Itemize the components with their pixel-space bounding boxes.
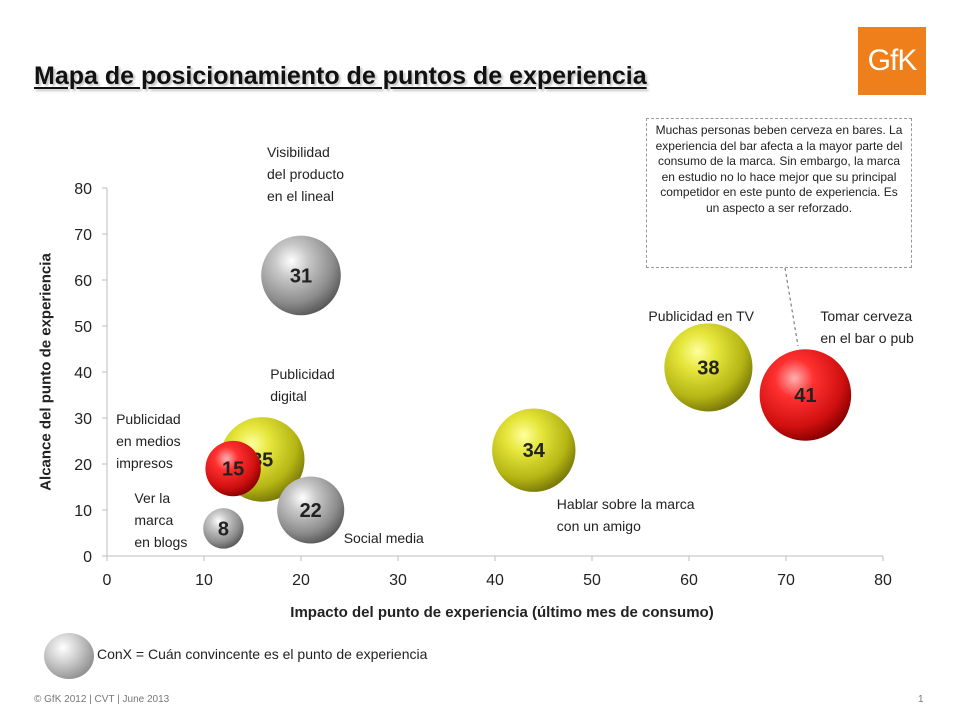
- x-tick-label: 70: [777, 572, 795, 589]
- bubble: [203, 508, 244, 549]
- bubble: [205, 440, 261, 497]
- y-tick-label: 10: [74, 503, 92, 520]
- y-tick-label: 30: [74, 411, 92, 428]
- y-tick-label: 20: [74, 457, 92, 474]
- y-tick-label: 70: [74, 227, 92, 244]
- bubble: [759, 349, 852, 441]
- x-tick-label: 60: [680, 572, 698, 589]
- callout-pointer: [784, 267, 799, 347]
- bubble: [261, 235, 341, 316]
- bubble-value-label: 38: [697, 357, 719, 379]
- callout-note: Muchas personas beben cerveza en bares. …: [646, 118, 912, 268]
- x-axis-label: Impacto del punto de experiencia (último…: [290, 604, 714, 621]
- point-label: Visibilidad del producto en el lineal: [267, 144, 345, 205]
- y-tick-label: 60: [74, 273, 92, 290]
- point-label: Publicidad en TV: [648, 308, 754, 325]
- y-tick-label: 0: [83, 549, 92, 566]
- point-label: Publicidad digital: [270, 366, 335, 405]
- y-tick-label: 50: [74, 319, 92, 336]
- x-tick-label: 20: [292, 572, 310, 589]
- footer-text: © GfK 2012 | CVT | June 2013: [34, 694, 170, 705]
- gfk-logo: GfK: [867, 44, 918, 77]
- page-number: 1: [918, 694, 924, 705]
- point-label: Hablar sobre la marca con un amigo: [556, 496, 695, 535]
- legend-text: ConX = Cuán convincente es el punto de e…: [97, 646, 428, 662]
- x-tick-label: 0: [103, 572, 112, 589]
- x-tick-label: 80: [874, 572, 892, 589]
- point-label: Publicidad en medios impresos: [116, 410, 181, 471]
- point-label: Tomar cerveza en el bar o pub: [820, 308, 914, 346]
- x-tick-label: 50: [583, 572, 601, 589]
- bubble: [492, 408, 576, 492]
- y-tick-label: 40: [74, 365, 92, 382]
- x-tick-label: 40: [486, 572, 504, 589]
- x-tick-label: 10: [195, 572, 213, 589]
- point-label: Ver la marca en blogs: [134, 490, 188, 551]
- bubble: [664, 323, 753, 412]
- slide-title: Mapa de posicionamiento de puntos de exp…: [34, 62, 647, 90]
- y-tick-label: 80: [74, 181, 92, 198]
- bubble-value-label: 22: [300, 500, 322, 522]
- legend-bubble-icon: [44, 633, 94, 679]
- x-tick-label: 30: [389, 572, 407, 589]
- bubble-value-label: 15: [222, 459, 244, 481]
- y-axis-label: Alcance del punto de experiencia: [37, 253, 55, 491]
- point-label: Social media: [343, 530, 424, 546]
- bubble-value-label: 31: [290, 265, 312, 287]
- bubble-value-label: 34: [523, 440, 546, 462]
- bubble: [277, 476, 345, 544]
- bubble-value-label: 41: [794, 385, 816, 407]
- bubble-value-label: 8: [218, 518, 229, 540]
